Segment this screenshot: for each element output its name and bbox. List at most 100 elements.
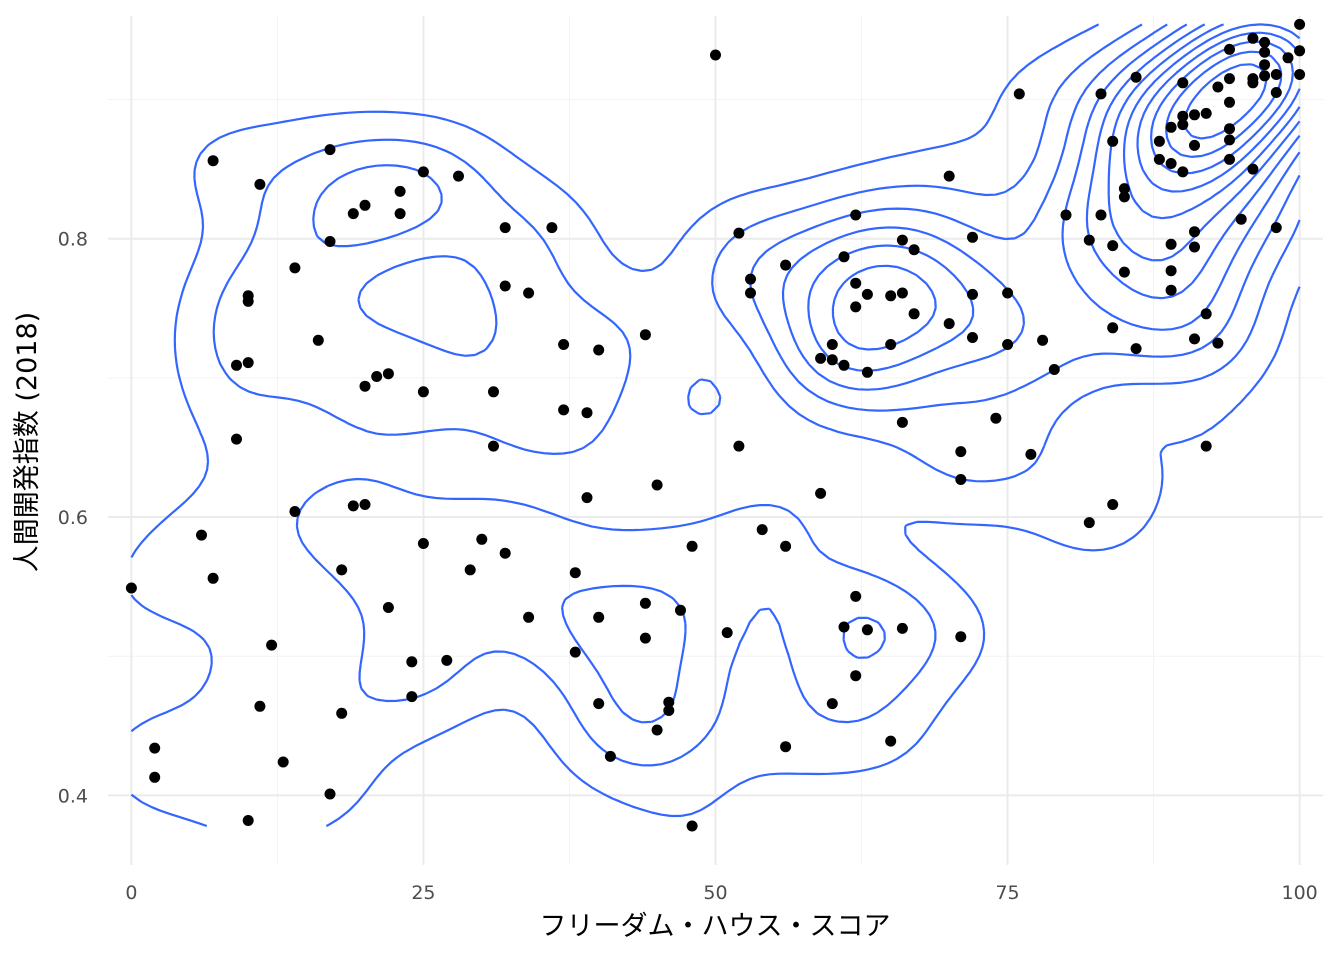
scatter-point: [1060, 209, 1072, 221]
scatter-point: [955, 446, 967, 458]
density-contour-line: [1122, 23, 1301, 220]
scatter-point: [780, 259, 792, 271]
scatter-point: [359, 499, 371, 510]
x-tick-label: 0: [125, 882, 137, 904]
scatter-point: [826, 698, 838, 710]
scatter-point: [745, 287, 756, 299]
scatter-point: [1247, 163, 1259, 175]
scatter-point: [1177, 119, 1189, 131]
scatter-point: [1247, 32, 1259, 44]
scatter-point: [1282, 52, 1294, 64]
scatter-point: [721, 627, 733, 639]
scatter-point: [756, 524, 768, 536]
scatter-point: [394, 185, 406, 197]
scatter-point: [231, 433, 242, 445]
scatter-point: [1165, 158, 1177, 169]
scatter-point: [1189, 333, 1200, 345]
scatter-point: [336, 707, 348, 719]
scatter-point: [558, 404, 570, 416]
scatter-point: [1270, 69, 1282, 80]
scatter-point: [1118, 191, 1130, 203]
scatter-point: [417, 166, 429, 178]
x-tick-label: 50: [703, 882, 727, 904]
x-tick-label: 100: [1282, 882, 1318, 904]
density-contour-line: [1136, 31, 1301, 193]
scatter-point: [1130, 71, 1142, 83]
y-tick-label: 0.6: [58, 507, 88, 529]
scatter-point: [488, 386, 499, 398]
scatter-point: [406, 691, 418, 703]
scatter-point: [1107, 322, 1119, 334]
scatter-point: [1165, 238, 1177, 250]
scatter-point: [1200, 440, 1212, 452]
scatter-point: [523, 287, 535, 299]
density-contour-line: [130, 23, 1301, 828]
grid: [108, 16, 1323, 865]
scatter-point: [242, 815, 254, 826]
scatter-point: [1130, 343, 1142, 355]
scatter-point: [382, 368, 394, 380]
scatter-point: [651, 479, 663, 491]
y-axis-title: 人間開発指数 (2018): [12, 312, 43, 572]
scatter-point: [885, 290, 897, 302]
scatter-point: [499, 547, 511, 559]
scatter-point: [1189, 226, 1200, 238]
scatter-point: [254, 700, 266, 712]
scatter-point: [908, 244, 920, 256]
scatter-point: [1235, 213, 1247, 225]
scatter-point: [371, 371, 383, 382]
scatter-point: [1189, 139, 1200, 151]
scatter-point: [850, 301, 862, 313]
scatter-point: [324, 236, 336, 247]
scatter-point: [453, 170, 464, 182]
density-contour-line: [781, 23, 1301, 391]
scatter-point: [1189, 109, 1200, 121]
scatter-point: [1259, 36, 1271, 48]
scatter-point: [675, 604, 686, 616]
scatter-point: [336, 564, 348, 576]
scatter-point: [1259, 70, 1271, 82]
scatter-point: [1083, 517, 1095, 529]
scatter-point: [593, 344, 605, 356]
scatter-point: [850, 277, 862, 289]
scatter-point: [569, 567, 581, 579]
scatter-point: [207, 155, 219, 167]
scatter-point: [1189, 241, 1200, 253]
scatter-point: [885, 735, 897, 747]
scatter-point: [359, 380, 371, 392]
scatter-point: [488, 440, 499, 452]
scatter-point: [908, 308, 920, 320]
scatter-point: [1165, 265, 1177, 277]
scatter-point: [967, 231, 978, 243]
scatter-point: [745, 273, 756, 285]
scatter-point: [1025, 448, 1037, 460]
scatter-point: [1224, 123, 1235, 135]
scatter-point: [1294, 18, 1306, 30]
scatter-point: [1083, 234, 1095, 246]
scatter-point: [441, 654, 453, 666]
scatter-point: [686, 540, 698, 552]
x-axis-title: フリーダム・ハウス・スコア: [540, 911, 891, 942]
x-axis-ticks: 0 25 50 75 100: [125, 882, 1317, 904]
scatter-point: [663, 696, 675, 708]
scatter-point: [990, 412, 1002, 424]
scatter-point: [499, 222, 511, 234]
scatter-point: [838, 251, 850, 263]
scatter-point: [780, 741, 792, 753]
scatter-point: [242, 357, 254, 369]
scatter-point: [967, 332, 978, 343]
scatter-point: [1224, 134, 1235, 146]
scatter-point: [1247, 77, 1259, 89]
scatter-point: [1294, 69, 1306, 80]
scatter-point: [1177, 110, 1189, 122]
scatter-point: [1259, 46, 1271, 58]
scatter-points: [125, 18, 1306, 832]
scatter-point: [1200, 308, 1212, 320]
scatter-point: [1037, 334, 1049, 346]
scatter-point: [417, 386, 429, 398]
x-tick-label: 75: [995, 882, 1019, 904]
scatter-point: [593, 611, 605, 623]
scatter-point: [1107, 135, 1119, 147]
scatter-point: [125, 582, 137, 594]
